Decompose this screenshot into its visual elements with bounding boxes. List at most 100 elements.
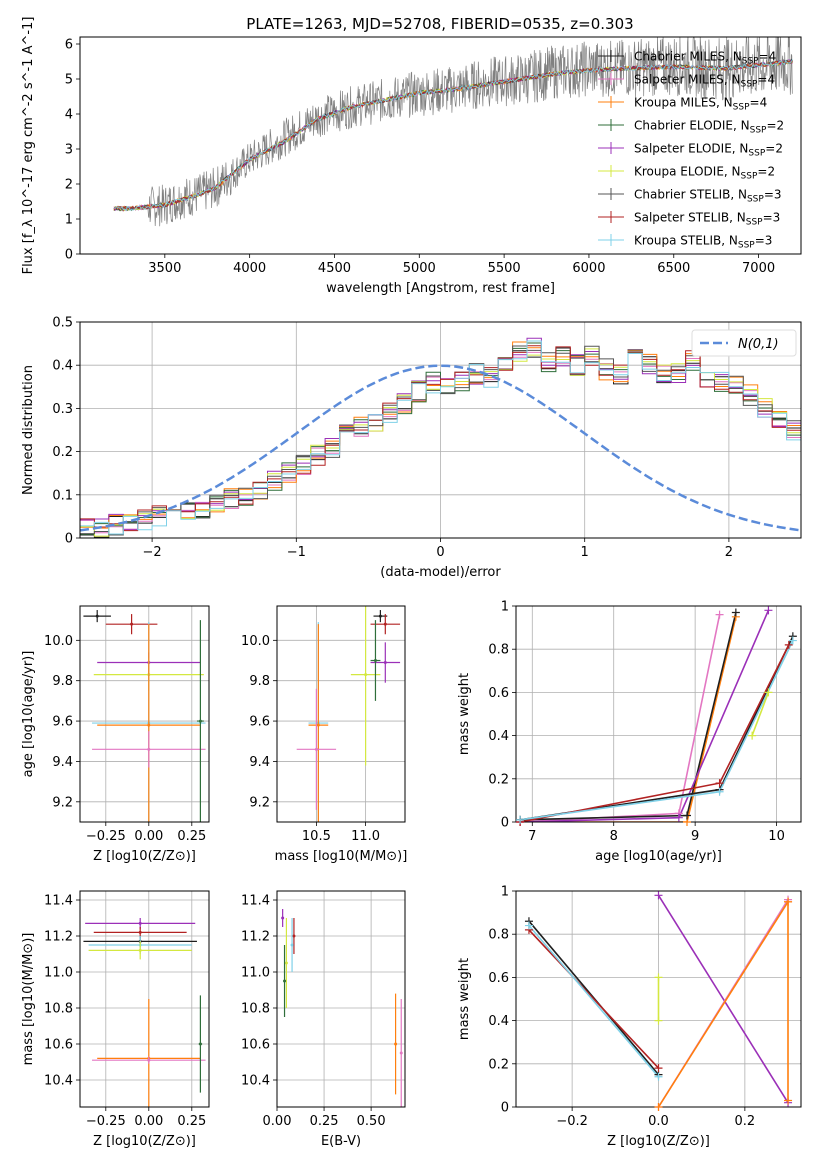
y-tick-label: 1 [501,600,509,615]
y-tick-label: 11.4 [241,894,270,909]
y-tick-label: 11.4 [44,894,73,909]
y-tick-label: 0.4 [488,729,509,744]
x-tick-label: 11.0 [351,829,380,844]
x-tick-label: 9 [691,829,699,844]
x-axis-label: Z [log10(Z/Z⊙)] [93,849,196,864]
legend-label: Chabrier STELIB, NSSP=3 [634,188,782,205]
axes-frame [79,605,210,823]
legend-label-rest: =2 [765,142,783,156]
weight-marker [654,973,663,982]
y-tick-label: 10.0 [241,634,270,649]
x-tick-label: 10 [768,829,785,844]
x-tick-label: 2 [725,545,733,560]
y-tick-label: 0.3 [52,402,73,417]
weight-marker [654,1064,663,1073]
data-point [147,747,151,751]
y-tick-label: 9.6 [249,715,270,730]
legend-subscript: SSP [742,57,759,67]
x-tick-label: 0.25 [177,829,206,844]
y-tick-label: 0.6 [488,971,509,986]
x-tick-label: 0.00 [263,1114,292,1129]
legend-subscript: SSP [733,103,750,113]
data-point [399,1051,403,1055]
residual-histogram [80,342,801,535]
spectrum-legend: Chabrier MILES, NSSP=4 Salpeter MILES, NS… [598,50,784,251]
data-point [364,673,368,677]
weight-marker [654,1103,663,1111]
legend-label: Kroupa ELODIE, NSSP=2 [634,165,775,182]
x-tick-label: −1 [287,545,306,560]
residual-histogram [80,349,801,534]
x-tick-label: 0.25 [310,1114,339,1129]
residual-histogram [80,340,801,535]
x-tick-label: 0.50 [357,1114,386,1129]
data-point [147,723,151,727]
spectrum-model-line [113,59,793,212]
residual-legend: N(0,1) [691,329,797,357]
x-axis-label: (data-model)/error [380,565,501,580]
y-tick-label: 3 [65,143,73,158]
x-tick-label: −2 [143,545,162,560]
residual-histogram [80,347,801,538]
data-point [314,747,318,751]
data-point [138,948,142,952]
data-point [383,622,387,626]
y-tick-label: 0.1 [52,488,73,503]
y-tick-label: 0 [65,248,73,263]
legend-subscript: SSP [738,241,755,251]
data-point [138,921,142,925]
grid [276,891,405,1107]
y-tick-label: 1 [501,885,509,900]
y-tick-label: 9.8 [249,674,270,689]
weight-marker [674,813,683,822]
weight-series-line [520,616,737,822]
weight-marker [654,1016,663,1025]
weight-series-line [519,635,794,821]
y-tick-label: 0.2 [52,445,73,460]
weight-marker [784,640,793,649]
data-point [283,979,287,983]
y-tick-label: 0.8 [488,643,509,658]
y-tick-label: 9.4 [52,755,73,770]
weight-marker [715,787,724,796]
plot-area [519,609,794,822]
data-point [290,943,294,947]
weight-marker [516,815,525,824]
figure-title: PLATE=1263, MJD=52708, FIBERID=0535, z=0… [246,15,633,33]
grid [516,605,801,823]
data-point [147,1058,151,1062]
x-axis-label: E(B-V) [321,1134,361,1149]
plot-area [296,606,401,822]
weight-series-line [751,692,770,736]
x-tick-label: 7 [528,829,536,844]
residual-histogram [80,345,801,536]
legend-label: N(0,1) [738,337,779,352]
panel-weight_vs_Z: −0.2 0.0 0.2 0 0.2 0.4 0.6 0.8 1 Z [log10(Z/Z⊙)] m… [457,885,802,1149]
legend-box [691,329,797,357]
y-tick-label: 10.6 [241,1038,270,1053]
data-point [198,1042,202,1046]
plot-area [80,337,801,538]
axes-frame [79,36,802,255]
weight-series-line [520,612,737,821]
plot-area [113,37,793,227]
legend-label: Salpeter STELIB, NSSP=3 [634,211,780,228]
y-tick-label: 10.0 [44,634,73,649]
y-axis-label: mass [log10(M/M⊙)] [21,933,36,1066]
x-tick-label: 4000 [233,261,266,276]
legend-subscript: SSP [748,149,765,159]
y-tick-label: 0.4 [488,1014,509,1029]
plot-area [281,909,403,1107]
y-tick-label: 11.0 [241,966,270,981]
y-tick-label: 0 [501,816,509,831]
x-tick-label: −0.25 [86,829,126,844]
weight-marker [764,688,773,697]
x-tick-label: 3500 [148,261,181,276]
y-tick-label: 11.0 [44,966,73,981]
y-tick-label: 0.2 [488,1057,509,1072]
residual-histogram [80,348,801,537]
legend-subscript: SSP [741,172,758,182]
legend-label: Kroupa STELIB, NSSP=3 [634,234,772,251]
data-point [292,934,296,938]
